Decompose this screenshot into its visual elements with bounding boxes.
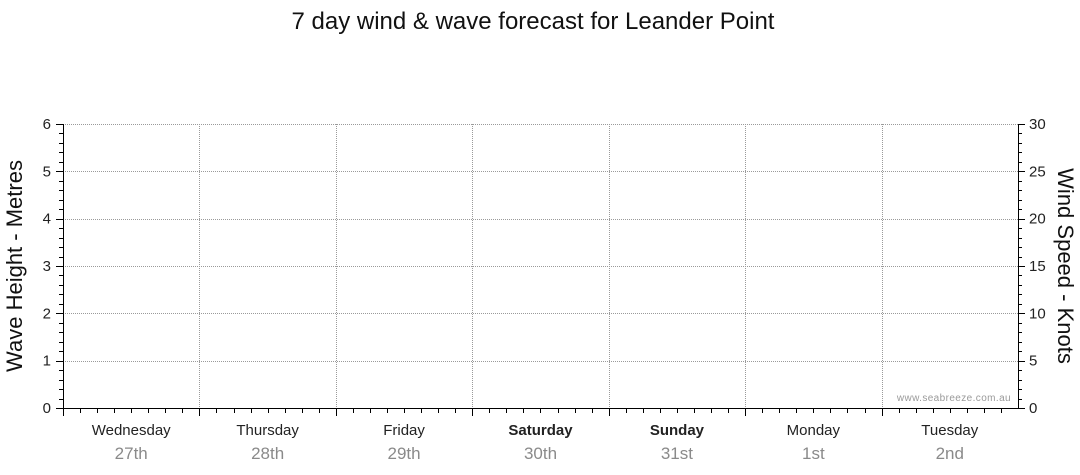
right-tick-label: 15 (1029, 258, 1046, 275)
left-tick-label: 4 (43, 211, 51, 228)
day-date-label: 31st (661, 444, 693, 463)
day-date-label: 1st (802, 444, 825, 463)
left-tick-label: 6 (43, 116, 51, 133)
day-name-label: Monday (787, 422, 841, 439)
day-name-label: Tuesday (921, 422, 978, 439)
day-name-label: Thursday (236, 422, 299, 439)
left-axis-label: Wave Height - Metres (2, 160, 27, 372)
right-tick-label: 30 (1029, 116, 1046, 133)
day-labels: Wednesday 27th Thursday 28th Friday 29th Satur… (92, 422, 979, 463)
right-tick-label: 0 (1029, 400, 1037, 417)
axis-ticks (56, 124, 1025, 416)
day-name-label: Wednesday (92, 422, 171, 439)
watermark: www.seabreeze.com.au (896, 393, 1011, 404)
left-tick-label: 3 (43, 258, 51, 275)
left-tick-label: 0 (43, 400, 51, 417)
right-axis-label: Wind Speed - Knots (1053, 168, 1078, 364)
left-tick-label: 1 (43, 353, 51, 370)
right-tick-label: 5 (1029, 353, 1037, 370)
left-tick-label: 5 (43, 163, 51, 180)
day-name-label: Friday (383, 422, 425, 439)
right-tick-label: 20 (1029, 211, 1046, 228)
tick-labels: 0 1 2 3 4 5 6 0 5 10 15 20 25 30 (43, 116, 1046, 417)
day-date-label: 28th (251, 444, 284, 463)
day-date-label: 30th (524, 444, 557, 463)
left-tick-label: 2 (43, 305, 51, 322)
day-date-label: 29th (388, 444, 421, 463)
right-tick-label: 10 (1029, 305, 1046, 322)
day-name-label: Saturday (508, 422, 573, 439)
day-date-label: 27th (115, 444, 148, 463)
day-date-label: 2nd (936, 444, 964, 463)
day-name-label: Sunday (650, 422, 705, 439)
grid-lines (63, 124, 1018, 408)
right-tick-label: 25 (1029, 163, 1046, 180)
chart-title: 7 day wind & wave forecast for Leander P… (292, 8, 775, 35)
